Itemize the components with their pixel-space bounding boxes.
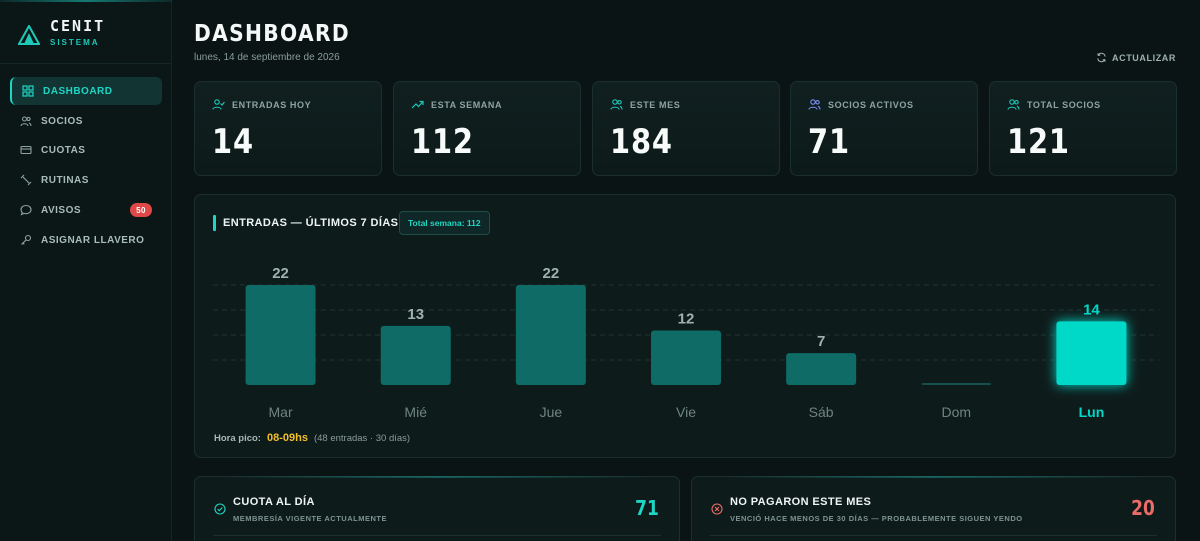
sidebar-item-label: RUTINAS — [41, 174, 89, 186]
sidebar: CENIT SISTEMA DASHBOARD SOCIOS CUOTAS RU… — [0, 0, 172, 541]
stat-value: 71 — [808, 122, 850, 162]
stat-label: ESTE MES — [630, 99, 681, 110]
x-tick-label: Lun — [1079, 404, 1105, 420]
stat-value: 14 — [212, 122, 254, 162]
brand-subtitle: SISTEMA — [50, 38, 100, 47]
card-title: CUOTA AL DÍA — [233, 496, 315, 508]
refresh-button[interactable]: ACTUALIZAR — [1096, 52, 1176, 63]
sidebar-item-avisos[interactable]: AVISOS 50 — [10, 196, 162, 224]
sidebar-item-label: CUOTAS — [41, 144, 86, 156]
chart-bar — [245, 285, 316, 385]
current-date: lunes, 14 de septiembre de 2026 — [194, 52, 340, 63]
mountain-logo-icon — [18, 25, 40, 45]
sidebar-item-rutinas[interactable]: RUTINAS — [10, 166, 162, 194]
stat-value: 121 — [1007, 122, 1070, 162]
user-check-icon — [212, 99, 225, 110]
bar-value-label: 12 — [678, 310, 695, 327]
refresh-label: ACTUALIZAR — [1112, 52, 1176, 63]
x-tick-label: Vie — [676, 404, 696, 420]
chat-icon — [20, 204, 32, 216]
stat-label: ENTRADAS HOY — [232, 99, 312, 110]
stat-card-este-mes: ESTE MES 184 — [592, 81, 780, 176]
chart-bar — [515, 285, 586, 385]
card-count: 71 — [635, 496, 659, 520]
stat-card-socios-activos: SOCIOS ACTIVOS 71 — [790, 81, 978, 176]
bar-value-label: 7 — [817, 333, 825, 350]
x-tick-label: Dom — [942, 404, 972, 420]
stat-value: 184 — [610, 122, 673, 162]
sidebar-item-label: ASIGNAR LLAVERO — [41, 234, 145, 246]
card-subtitle: MEMBRESÍA VIGENTE ACTUALMENTE — [233, 514, 387, 523]
chart-bar — [651, 330, 721, 385]
sidebar-item-cuotas[interactable]: CUOTAS — [10, 136, 162, 164]
divider — [213, 535, 661, 536]
users-icon — [808, 99, 821, 110]
chart-bar — [921, 383, 992, 385]
trending-up-icon — [411, 100, 424, 109]
notification-badge: 50 — [130, 203, 152, 217]
x-tick-label: Mar — [269, 404, 293, 420]
users-icon — [610, 99, 623, 110]
bar-value-label: 22 — [543, 265, 560, 282]
brand: CENIT SISTEMA — [0, 0, 172, 64]
brand-name: CENIT — [50, 17, 106, 35]
x-tick-label: Sáb — [809, 404, 834, 420]
stat-label: SOCIOS ACTIVOS — [828, 99, 914, 110]
bar-value-label: 13 — [407, 306, 424, 323]
card-title: NO PAGARON ESTE MES — [730, 496, 872, 508]
bar-value-label: 22 — [272, 265, 289, 282]
sidebar-item-label: SOCIOS — [41, 115, 83, 127]
bar-value-label: 14 — [1083, 301, 1100, 318]
divider — [710, 535, 1157, 536]
peak-hour: Hora pico: 08-09hs (48 entradas · 30 día… — [214, 432, 410, 444]
panel-title: ENTRADAS — ÚLTIMOS 7 DÍAS — [223, 217, 399, 229]
x-tick-label: Jue — [540, 404, 563, 420]
stat-label: TOTAL SOCIOS — [1027, 99, 1101, 110]
card-no-pagaron[interactable]: NO PAGARON ESTE MES VENCIÓ HACE MENOS DE… — [691, 476, 1176, 541]
grid-icon — [22, 85, 34, 97]
card-cuota-al-dia[interactable]: CUOTA AL DÍA MEMBRESÍA VIGENTE ACTUALMEN… — [194, 476, 680, 541]
check-circle-icon — [214, 503, 226, 515]
dumbbell-icon — [20, 174, 32, 186]
peak-detail: (48 entradas · 30 días) — [313, 433, 411, 444]
stat-card-total-socios: TOTAL SOCIOS 121 — [989, 81, 1177, 176]
chart-bar — [786, 353, 857, 385]
weekly-bar-chart: 22 Mar 13 Mié 22 Jue 12 Vie 7 Sáb Dom 14 Lun — [213, 265, 1159, 420]
x-circle-icon — [711, 503, 723, 515]
x-tick-label: Mié — [404, 404, 427, 420]
panel-accent-bar — [213, 215, 216, 231]
peak-value: 08-09hs — [266, 432, 308, 444]
chart-bar — [1056, 321, 1127, 385]
key-icon — [20, 234, 32, 246]
peak-label: Hora pico: — [214, 433, 261, 444]
refresh-icon — [1097, 52, 1106, 63]
stat-value: 112 — [411, 122, 474, 162]
stat-card-esta-semana: ESTA SEMANA 112 — [393, 81, 581, 176]
weekly-entries-panel: ENTRADAS — ÚLTIMOS 7 DÍAS Total semana: … — [194, 194, 1176, 458]
chart-bar — [380, 325, 451, 385]
stat-card-entradas-hoy: ENTRADAS HOY 14 — [194, 81, 382, 176]
sidebar-item-socios[interactable]: SOCIOS — [10, 107, 162, 135]
card-count: 20 — [1131, 496, 1155, 520]
sidebar-item-dashboard[interactable]: DASHBOARD — [10, 77, 162, 105]
sidebar-item-asignar-llavero[interactable]: ASIGNAR LLAVERO — [10, 226, 162, 254]
stat-label: ESTA SEMANA — [431, 99, 503, 110]
sidebar-item-label: DASHBOARD — [43, 85, 113, 97]
card-icon — [20, 144, 32, 156]
sidebar-item-label: AVISOS — [41, 204, 82, 216]
week-total-pill: Total semana: 112 — [399, 211, 490, 235]
card-subtitle: VENCIÓ HACE MENOS DE 30 DÍAS — PROBABLEM… — [730, 514, 1023, 523]
users-icon — [1007, 99, 1020, 110]
page-title: DASHBOARD — [194, 21, 351, 47]
users-icon — [20, 115, 32, 127]
